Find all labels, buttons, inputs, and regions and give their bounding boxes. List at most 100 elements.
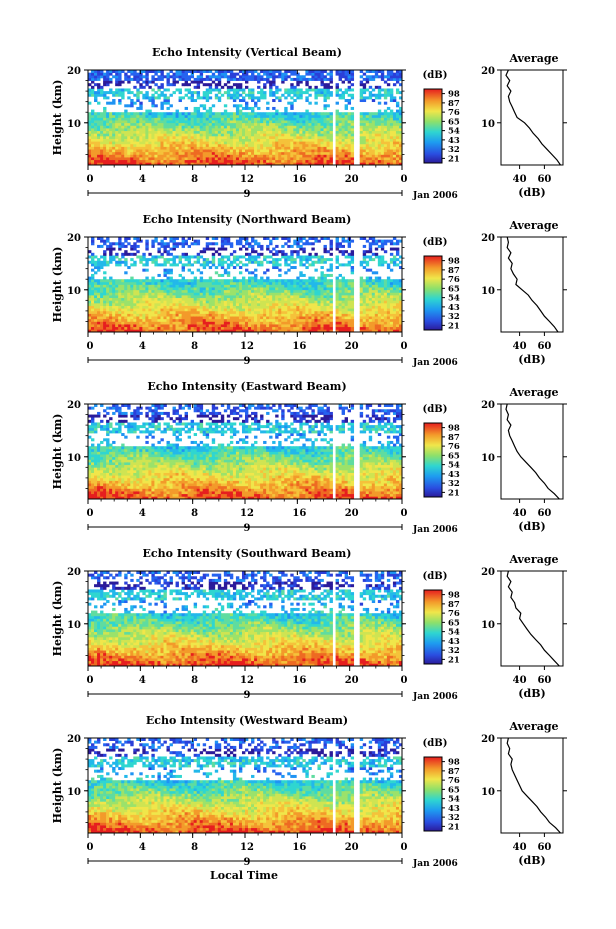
heatmap-cell <box>245 141 249 145</box>
heatmap-cell <box>217 154 222 158</box>
heatmap-cell <box>199 302 204 306</box>
heatmap-cell <box>308 122 312 126</box>
heatmap-cell <box>157 289 161 293</box>
heatmap-cell <box>232 141 237 145</box>
heatmap-cell <box>368 157 373 161</box>
heatmap-cell <box>187 112 191 116</box>
heatmap-cell <box>278 162 282 166</box>
heatmap-cell <box>284 162 288 166</box>
heatmap-cell <box>160 284 164 288</box>
heatmap-cell <box>266 135 270 139</box>
heatmap-cell <box>241 324 246 328</box>
heatmap-cell <box>371 133 376 137</box>
heatmap-cell <box>257 263 261 267</box>
heatmap-cell <box>350 146 355 150</box>
heatmap-cell <box>133 117 137 121</box>
heatmap-cell <box>142 70 146 73</box>
heatmap-cell <box>235 326 240 330</box>
heatmap-cell <box>241 326 246 330</box>
heatmap-cell <box>106 329 110 333</box>
heatmap-cell <box>109 284 113 288</box>
heatmap-cell <box>226 258 231 262</box>
heatmap-cell <box>329 114 333 118</box>
heatmap-cell <box>190 130 195 134</box>
heatmap-cell <box>260 114 264 118</box>
heatmap-cell <box>290 114 294 118</box>
heatmap-cell <box>160 101 164 105</box>
heatmap-cell <box>386 93 391 97</box>
heatmap-cell <box>175 135 179 139</box>
heatmap-cell <box>208 138 213 142</box>
heatmap-cell <box>241 295 246 299</box>
heatmap-cell <box>139 149 143 153</box>
heatmap-cell <box>154 157 158 161</box>
heatmap-cell <box>169 297 173 301</box>
heatmap-cell <box>172 75 176 79</box>
heatmap-cell <box>317 117 321 121</box>
heatmap-cell <box>133 143 137 147</box>
heatmap-cell <box>254 255 258 259</box>
heatmap-cell <box>178 255 182 259</box>
heatmap-cell <box>160 326 164 330</box>
heatmap-cell <box>148 292 152 296</box>
heatmap-cell <box>278 154 282 158</box>
heatmap-cell <box>290 289 294 293</box>
heatmap-cell <box>260 141 264 145</box>
heatmap-cell <box>196 75 201 79</box>
heatmap-cell <box>338 117 342 121</box>
heatmap-cell <box>278 326 282 330</box>
heatmap-cell <box>314 159 318 163</box>
heatmap-cell <box>109 321 113 325</box>
heatmap-cell <box>172 313 176 317</box>
heatmap-cell <box>115 255 119 259</box>
heatmap-cell <box>317 75 321 79</box>
heatmap-cell <box>314 138 318 142</box>
heatmap-cell <box>190 80 195 84</box>
heatmap-cell <box>115 300 119 304</box>
heatmap-cell <box>202 83 207 87</box>
heatmap-cell <box>103 122 107 126</box>
heatmap-cell <box>245 149 249 153</box>
heatmap-cell <box>235 324 240 328</box>
heatmap-cell <box>263 279 267 283</box>
heatmap-cell <box>377 117 382 121</box>
heatmap-cell <box>181 162 185 166</box>
heatmap-cell <box>205 149 210 153</box>
heatmap-cell <box>220 292 225 296</box>
heatmap-cell <box>377 91 382 95</box>
heatmap-cell <box>214 313 219 317</box>
heatmap-cell <box>121 281 125 285</box>
heatmap-cell <box>169 154 173 158</box>
heatmap-cell <box>166 297 170 301</box>
heatmap-cell <box>175 138 179 142</box>
heatmap-cell <box>118 93 122 97</box>
heatmap-cell <box>362 149 367 153</box>
heatmap-cell <box>112 128 116 132</box>
heatmap-cell <box>320 138 324 142</box>
heatmap-cell <box>163 157 167 161</box>
heatmap-cell <box>94 326 98 330</box>
heatmap-cell <box>272 83 276 87</box>
heatmap-cell <box>329 80 333 84</box>
heatmap-cell <box>199 292 204 296</box>
heatmap-cell <box>272 135 276 139</box>
heatmap-cell <box>121 310 125 314</box>
heatmap-cell <box>275 143 279 147</box>
heatmap-cell <box>91 273 95 277</box>
heatmap-cell <box>254 305 258 309</box>
heatmap-cell <box>365 157 370 161</box>
heatmap-cell <box>308 316 312 320</box>
heatmap-cell <box>163 260 167 264</box>
heatmap-cell <box>136 91 140 95</box>
heatmap-cell <box>148 112 152 116</box>
heatmap-cell <box>184 318 188 322</box>
heatmap-cell <box>263 321 267 325</box>
heatmap-cell <box>142 154 146 158</box>
heatmap-cell <box>166 308 170 312</box>
heatmap-cell <box>392 125 397 129</box>
heatmap-cell <box>130 324 134 328</box>
heatmap-cell <box>338 154 342 158</box>
heatmap-cell <box>124 326 128 330</box>
heatmap-cell <box>335 112 339 116</box>
heatmap-cell <box>368 117 373 121</box>
